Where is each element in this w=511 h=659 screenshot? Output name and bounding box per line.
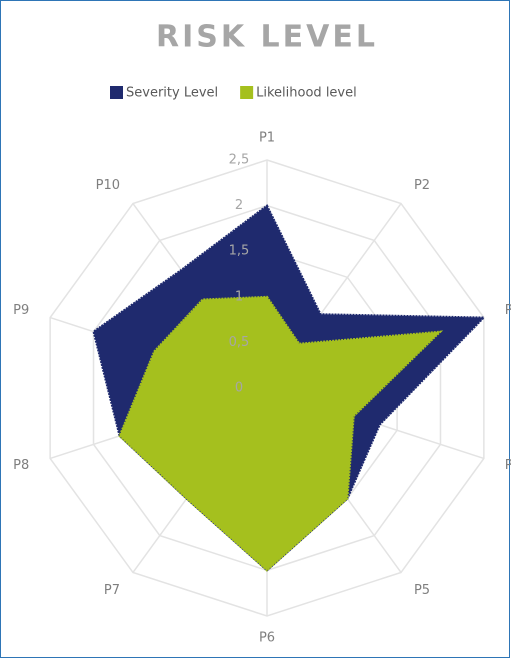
r-tick-label: 0 — [235, 381, 243, 396]
axis-label: P2 — [414, 178, 430, 193]
r-tick-label: 1,5 — [229, 244, 250, 259]
legend-swatch — [240, 86, 254, 99]
r-tick-label: 2,5 — [229, 153, 250, 168]
axis-label: P4 — [505, 458, 511, 473]
axis-label: P8 — [13, 458, 29, 473]
series-area — [118, 295, 444, 572]
r-tick-label: 1 — [235, 289, 243, 304]
axis-label: P6 — [259, 631, 275, 646]
legend-label: Likelihood level — [256, 86, 357, 101]
axis-label: P7 — [104, 583, 120, 598]
r-tick-label: 0,5 — [229, 335, 250, 350]
legend-label: Severity Level — [126, 86, 218, 101]
r-tick-label: 2 — [235, 198, 243, 213]
axis-label: P3 — [505, 303, 511, 318]
legend-swatch — [110, 86, 123, 99]
axis-label: P9 — [13, 303, 29, 318]
axis-label: P5 — [414, 583, 430, 598]
axis-label: P1 — [259, 131, 275, 146]
axis-label: P10 — [96, 178, 120, 193]
chart-title: RISK LEVEL — [156, 20, 378, 55]
